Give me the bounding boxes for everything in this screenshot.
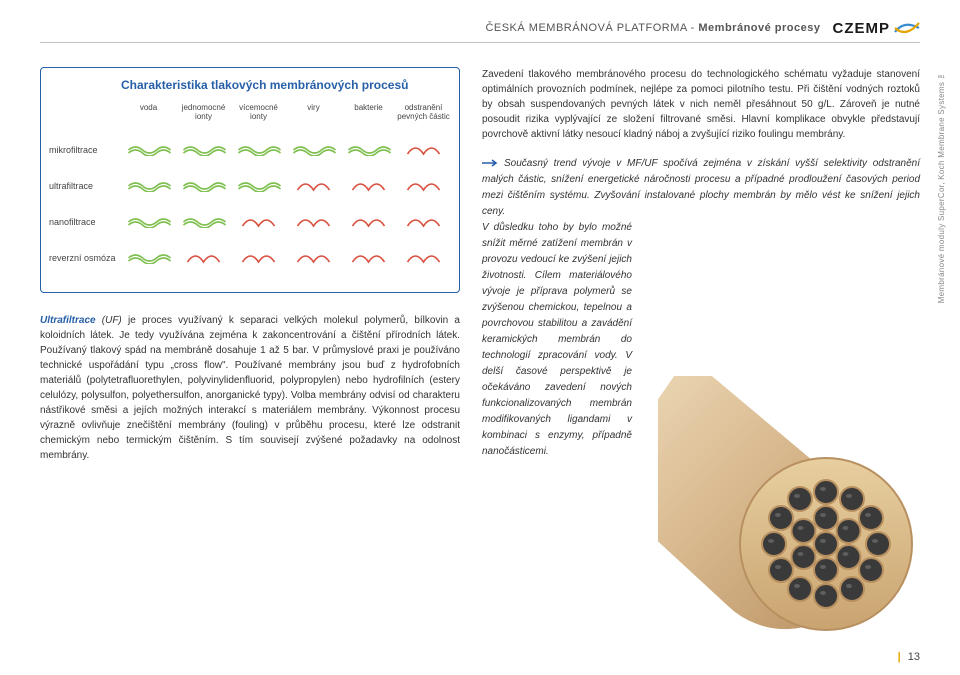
logo-text: CZEMP	[833, 20, 891, 37]
diagram-cell	[121, 174, 176, 198]
diagram-cell	[341, 210, 396, 234]
page-number-bar: |	[898, 651, 901, 663]
block-wave-icon	[396, 216, 451, 228]
diagram-cell	[176, 138, 231, 162]
page-number-value: 13	[908, 651, 920, 663]
para-lead-bold: Ultrafiltrace	[40, 315, 96, 326]
diagram-row-label: nanofiltrace	[49, 204, 121, 240]
diagram-cell	[341, 174, 396, 198]
pass-wave-icon	[121, 144, 176, 156]
diagram-col-labels: vodajednomocné iontyvícemocné iontyviryb…	[121, 104, 451, 132]
para-body: je proces využívaný k separaci velkých m…	[40, 315, 460, 461]
diagram-cell	[341, 246, 396, 270]
block-wave-icon	[286, 216, 341, 228]
block-wave-icon	[341, 216, 396, 228]
trend-tail: V důsledku toho by bylo možné snížit měr…	[482, 220, 632, 460]
page-header: ČESKÁ MEMBRÁNOVÁ PLATFORMA - Membránové …	[485, 18, 920, 38]
diagram-cell	[121, 246, 176, 270]
pass-wave-icon	[231, 180, 286, 192]
diagram-cell	[231, 246, 286, 270]
pass-wave-icon	[286, 144, 341, 156]
diagram-row	[121, 240, 451, 276]
diagram-cell	[286, 138, 341, 162]
diagram-row-label: reverzní osmóza	[49, 240, 121, 276]
diagram-col-label: voda	[121, 104, 176, 132]
block-wave-icon	[286, 252, 341, 264]
diagram-cell	[396, 174, 451, 198]
diagram-cell	[341, 138, 396, 162]
diagram-cell	[176, 246, 231, 270]
block-wave-icon	[286, 180, 341, 192]
diagram-row-label: mikrofiltrace	[49, 132, 121, 168]
diagram-col-label: bakterie	[341, 104, 396, 132]
diagram-col-label: odstranění pevných částic	[396, 104, 451, 132]
diagram-row	[121, 204, 451, 240]
diagram-row-label: ultrafiltrace	[49, 168, 121, 204]
logo-swoosh-icon	[894, 18, 920, 38]
pass-wave-icon	[121, 216, 176, 228]
pass-wave-icon	[176, 180, 231, 192]
diagram-row	[121, 132, 451, 168]
diagram-row-labels: mikrofiltraceultrafiltracenanofiltracere…	[49, 104, 121, 276]
diagram-col-label: vícemocné ionty	[231, 104, 286, 132]
block-wave-icon	[341, 180, 396, 192]
block-wave-icon	[176, 252, 231, 264]
right-paragraph-1: Zavedení tlakového membránového procesu …	[482, 67, 920, 142]
block-wave-icon	[231, 252, 286, 264]
diagram-cell	[286, 174, 341, 198]
diagram-cell	[396, 210, 451, 234]
pass-wave-icon	[121, 180, 176, 192]
pass-wave-icon	[231, 144, 286, 156]
diagram-cell	[396, 138, 451, 162]
diagram-col-label: jednomocné ionty	[176, 104, 231, 132]
side-caption: Membránové moduly SuperCor, Koch Membran…	[937, 70, 946, 303]
diagram-grid: mikrofiltraceultrafiltracenanofiltracere…	[49, 104, 451, 276]
pass-wave-icon	[176, 144, 231, 156]
block-wave-icon	[341, 252, 396, 264]
diagram-cell	[396, 246, 451, 270]
block-wave-icon	[396, 252, 451, 264]
diagram-cell	[176, 210, 231, 234]
diagram-title: Charakteristika tlakových membránových p…	[121, 78, 451, 92]
pass-wave-icon	[121, 252, 176, 264]
left-paragraph: Ultrafiltrace (UF) je proces využívaný k…	[40, 313, 460, 463]
diagram-cell	[231, 174, 286, 198]
diagram-rows	[121, 132, 451, 276]
block-wave-icon	[396, 144, 451, 156]
header-org: ČESKÁ MEMBRÁNOVÁ PLATFORMA - Membránové …	[485, 22, 820, 34]
diagram-cell	[121, 138, 176, 162]
diagram-box: Charakteristika tlakových membránových p…	[40, 67, 460, 293]
page-number: | 13	[898, 651, 920, 663]
logo: CZEMP	[833, 18, 921, 38]
diagram-cell	[176, 174, 231, 198]
diagram-col-label: viry	[286, 104, 341, 132]
pass-wave-icon	[176, 216, 231, 228]
diagram-chart: vodajednomocné iontyvícemocné iontyviryb…	[121, 104, 451, 276]
pass-wave-icon	[341, 144, 396, 156]
diagram-cell	[231, 138, 286, 162]
header-rule	[40, 42, 920, 43]
diagram-cell	[286, 210, 341, 234]
membrane-module-illustration	[658, 376, 928, 641]
diagram-cell	[286, 246, 341, 270]
diagram-row	[121, 168, 451, 204]
para-lead-italic: (UF)	[96, 315, 128, 326]
block-wave-icon	[396, 180, 451, 192]
diagram-cell	[121, 210, 176, 234]
arrow-icon	[482, 159, 500, 167]
diagram-cell	[231, 210, 286, 234]
left-column: Charakteristika tlakových membránových p…	[40, 55, 460, 645]
trend-text: Současný trend vývoje v MF/UF spočívá ze…	[482, 158, 920, 217]
block-wave-icon	[231, 216, 286, 228]
